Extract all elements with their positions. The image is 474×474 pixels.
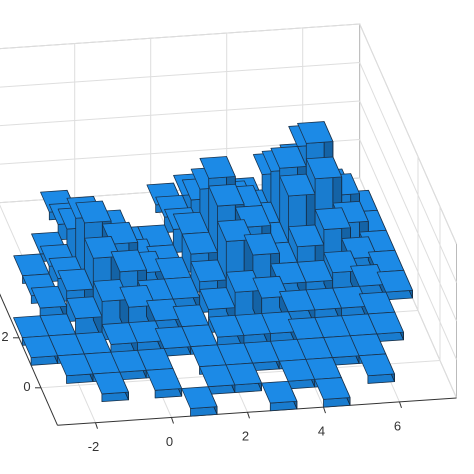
bar-top <box>110 249 147 273</box>
bar-top <box>57 268 94 292</box>
bar <box>358 353 395 384</box>
grid-line <box>359 100 457 322</box>
bar-top <box>145 368 183 391</box>
bar-top <box>350 264 387 287</box>
bar-top <box>367 311 404 335</box>
bar-top <box>75 200 112 224</box>
x-tick <box>323 406 326 414</box>
bar <box>181 386 218 417</box>
y-tick-label: 2 <box>1 329 8 344</box>
bar-top <box>181 231 218 255</box>
x-tick-label: 2 <box>242 429 249 444</box>
bar-top <box>119 284 156 308</box>
bar <box>278 358 316 390</box>
bar-top <box>84 236 121 259</box>
bar-top <box>199 287 236 310</box>
y-axis <box>0 293 58 426</box>
x-tick <box>171 417 174 424</box>
grid-line <box>0 62 360 88</box>
bar-top <box>128 320 165 344</box>
x-tick-label: 6 <box>394 418 401 433</box>
bar-top <box>243 232 280 256</box>
x-tick-label: 0 <box>166 434 173 449</box>
bar-top <box>297 121 334 144</box>
grid-line <box>359 139 457 360</box>
bar-top <box>208 183 245 207</box>
bar <box>92 371 129 403</box>
bar <box>314 377 351 408</box>
y-tick-label: 0 <box>23 379 30 394</box>
bar <box>261 380 298 412</box>
bar-top <box>376 269 413 293</box>
bar-top <box>66 296 103 319</box>
bar-top <box>332 285 369 309</box>
x-tick-label: -2 <box>88 439 100 454</box>
bar <box>243 340 280 372</box>
bar-top <box>261 380 298 404</box>
bar-top <box>270 146 307 169</box>
bar-top <box>314 207 351 230</box>
bar-top <box>358 353 395 377</box>
bar <box>145 368 183 399</box>
bar-top <box>199 156 236 179</box>
x-tick <box>95 422 98 429</box>
bar <box>225 362 262 393</box>
x-tick-label: 4 <box>318 424 325 439</box>
grid-line <box>0 23 360 50</box>
bar-top <box>190 259 227 283</box>
bar-top <box>225 270 263 293</box>
bar-top <box>181 386 218 409</box>
bar <box>367 311 404 343</box>
x-tick <box>247 412 250 419</box>
bar-top <box>296 259 334 283</box>
x-axis <box>57 397 457 426</box>
bar-top <box>279 173 316 197</box>
bar <box>57 353 94 384</box>
bar-top <box>217 219 254 242</box>
bar-top <box>261 311 298 334</box>
x-tick <box>399 401 402 409</box>
grid-line <box>359 62 457 283</box>
grid-line <box>0 100 360 127</box>
bar-top <box>252 275 289 299</box>
bar-top <box>305 156 343 180</box>
bar-top <box>314 377 351 400</box>
bar-top <box>288 224 325 248</box>
bar-top <box>30 285 68 309</box>
bar-top <box>323 250 360 274</box>
grid-line <box>359 23 457 245</box>
bar-top <box>92 371 129 395</box>
bar-top <box>225 362 262 386</box>
bar-top <box>146 298 183 322</box>
bar-top <box>163 276 201 300</box>
bar-top <box>92 279 130 302</box>
bar <box>376 269 413 301</box>
